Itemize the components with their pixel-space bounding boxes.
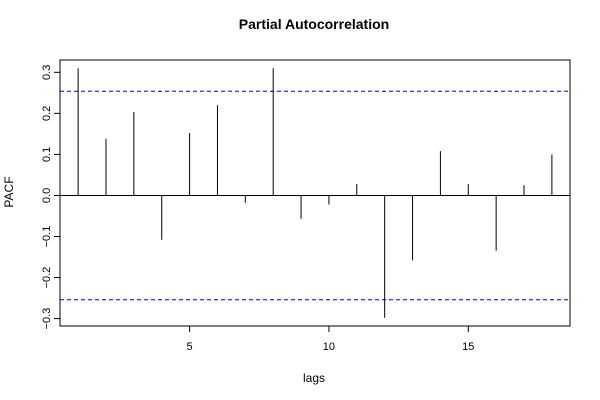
x-axis-label: lags [303,371,325,385]
bars-layer [77,68,553,318]
y-tick-label: −0.1 [41,226,53,248]
chart-title: Partial Autocorrelation [239,16,389,32]
x-tick-label: 10 [323,341,335,353]
y-tick-label: 0.2 [41,106,53,121]
y-tick-label: 0.0 [41,188,53,203]
y-axis-label: PACF [2,176,16,207]
y-axis: −0.3 −0.2 −0.1 0.0 0.1 0.2 0.3 [41,65,60,330]
y-tick-label: −0.3 [41,308,53,330]
y-tick-label: 0.3 [41,65,53,80]
x-tick-label: 15 [462,341,474,353]
x-axis: 5 10 15 [187,326,474,353]
x-tick-label: 5 [187,341,193,353]
y-tick-label: −0.2 [41,267,53,289]
confidence-band-layer [60,90,570,301]
y-tick-label: 0.1 [41,147,53,162]
plot-frame [59,59,571,327]
